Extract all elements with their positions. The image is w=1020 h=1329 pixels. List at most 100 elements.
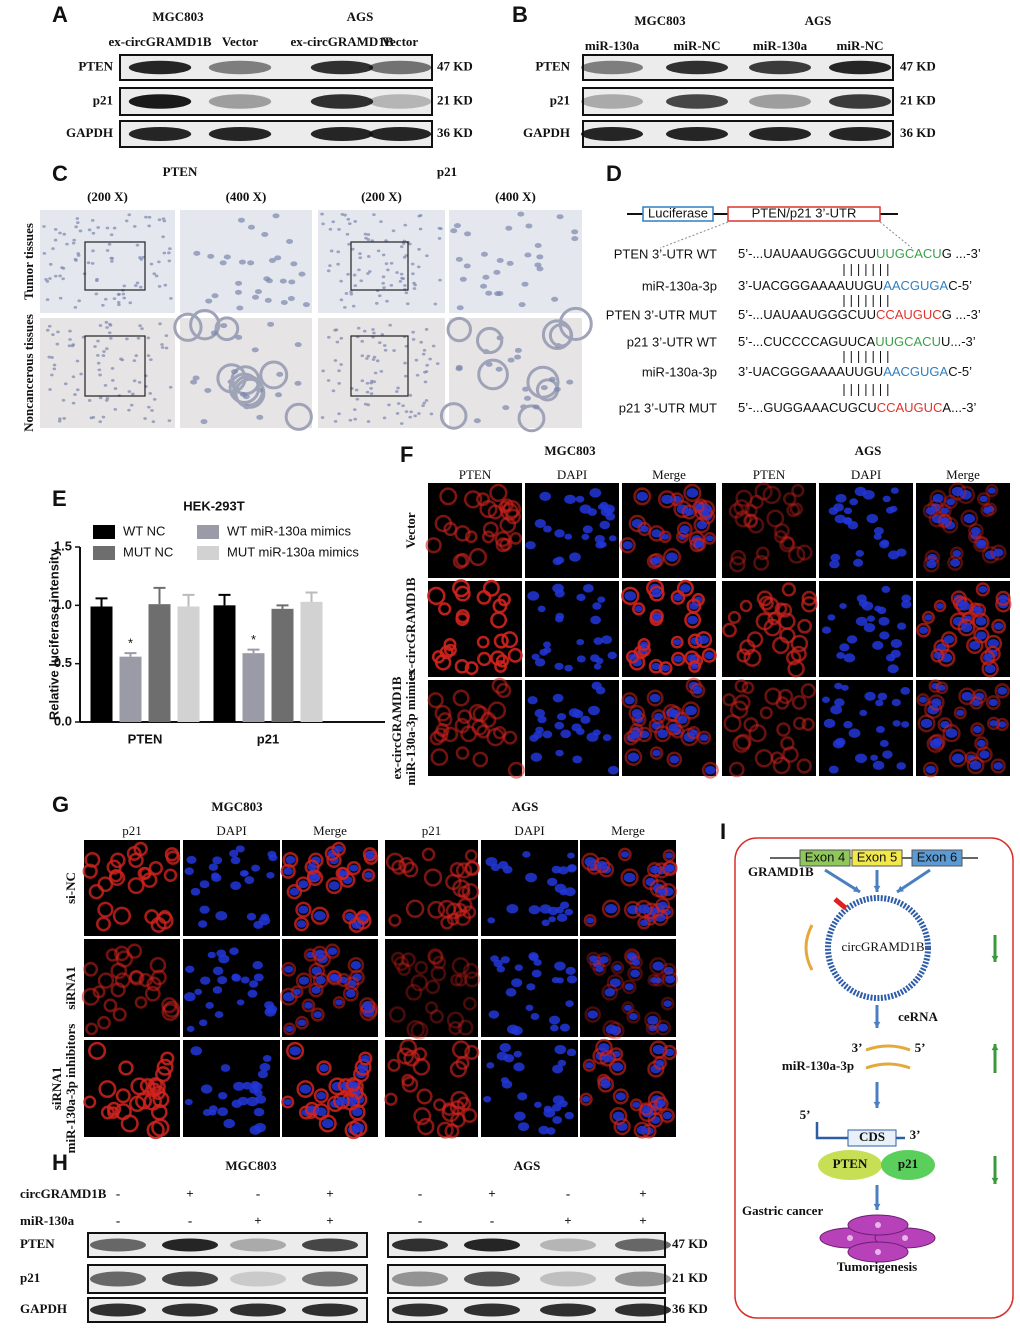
nucleus — [110, 367, 115, 370]
cytoplasm — [457, 709, 472, 725]
nucleus — [112, 297, 117, 301]
group-label: MGC803 — [634, 13, 686, 28]
legend-label: MUT miR-130a mimics — [227, 544, 359, 559]
cytoplasm — [777, 602, 793, 618]
gland — [214, 316, 240, 342]
cytoplasm — [990, 758, 1006, 774]
nucleus — [859, 709, 868, 717]
nucleus — [690, 663, 699, 670]
nucleus — [517, 1092, 528, 1101]
nucleus — [536, 266, 544, 272]
nucleus — [50, 373, 54, 377]
cytoplasm — [916, 622, 931, 638]
y-tick-label: 1.5 — [54, 538, 72, 553]
nucleus — [372, 355, 377, 359]
nucleus — [127, 213, 132, 217]
cytoplasm — [941, 516, 959, 534]
nucleus — [890, 487, 899, 494]
nucleus — [433, 302, 438, 306]
band — [540, 1303, 596, 1317]
nucleus — [839, 643, 850, 652]
nucleus — [358, 913, 368, 921]
nucleus — [530, 1012, 540, 1021]
nucleus — [339, 279, 343, 283]
nucleus — [552, 693, 564, 703]
nucleus — [891, 698, 901, 707]
nucleus — [993, 762, 1004, 770]
nucleus — [673, 593, 683, 602]
cytoplasm — [295, 901, 312, 918]
nucleus — [113, 387, 118, 390]
cytoplasm — [476, 492, 490, 507]
cytoplasm — [722, 622, 737, 638]
cytoplasm — [729, 555, 746, 573]
cytoplasm — [144, 985, 161, 1002]
lane-label: Vector — [382, 34, 419, 49]
nucleus — [863, 623, 876, 633]
cytoplasm — [507, 761, 525, 779]
cytoplasm — [358, 1051, 373, 1066]
nucleus — [582, 525, 593, 534]
nucleus — [414, 358, 419, 362]
nucleus — [298, 976, 310, 985]
nucleus — [532, 404, 540, 410]
row-label: GAPDH — [66, 125, 113, 140]
cytoplasm — [464, 1044, 480, 1060]
nucleus — [566, 379, 574, 385]
nucleus — [329, 974, 340, 982]
junction — [833, 897, 848, 911]
nucleus — [687, 654, 697, 662]
nucleus — [599, 956, 609, 964]
cytoplasm — [455, 746, 470, 760]
cytoplasm — [282, 851, 299, 868]
nucleus — [422, 348, 427, 352]
cytoplasm — [462, 1108, 478, 1124]
cytoplasm — [489, 483, 508, 503]
cytoplasm — [401, 1076, 419, 1093]
nucleus — [514, 1111, 526, 1121]
nucleus — [128, 301, 133, 305]
nucleus — [146, 354, 151, 358]
cytoplasm — [316, 1060, 332, 1076]
cytoplasm — [454, 585, 471, 602]
nucleus — [154, 274, 159, 278]
cytoplasm — [916, 693, 930, 707]
nucleus — [623, 872, 636, 883]
nucleus — [161, 217, 166, 221]
cytoplasm — [730, 549, 747, 566]
nucleus — [320, 212, 324, 216]
group-label: MGC803 — [544, 443, 596, 458]
nucleus — [404, 254, 409, 257]
nucleus — [542, 730, 553, 739]
nucleus — [437, 237, 442, 240]
nucleus — [951, 486, 964, 497]
nucleus — [424, 399, 429, 402]
treatment-sign: - — [490, 1213, 494, 1228]
cytoplasm — [928, 694, 945, 711]
sequence-suffix: U...-3’ — [941, 334, 976, 349]
cytoplasm — [637, 638, 651, 652]
nucleus — [650, 977, 658, 984]
nucleus — [327, 947, 338, 956]
nucleus — [337, 412, 341, 416]
nucleus — [556, 913, 568, 922]
sequence-prefix: 3’-UACGGGAAAAUUGU — [738, 278, 883, 293]
cytoplasm — [387, 1058, 401, 1072]
cytoplasm — [625, 650, 640, 664]
cytoplasm — [476, 635, 490, 649]
sequence-name: miR-130a-3p — [642, 278, 717, 293]
band — [829, 94, 891, 109]
nucleus — [960, 623, 973, 633]
cytoplasm — [744, 504, 758, 518]
band — [230, 1238, 286, 1252]
nucleus — [403, 361, 407, 365]
cytoplasm — [581, 852, 600, 871]
nucleus — [366, 233, 371, 236]
nucleus — [503, 1054, 515, 1063]
cytoplasm — [463, 490, 483, 509]
nucleus — [163, 283, 168, 287]
nucleus — [597, 503, 606, 510]
cytoplasm — [755, 546, 770, 561]
nucleus — [997, 686, 1008, 695]
exon — [911, 849, 963, 867]
